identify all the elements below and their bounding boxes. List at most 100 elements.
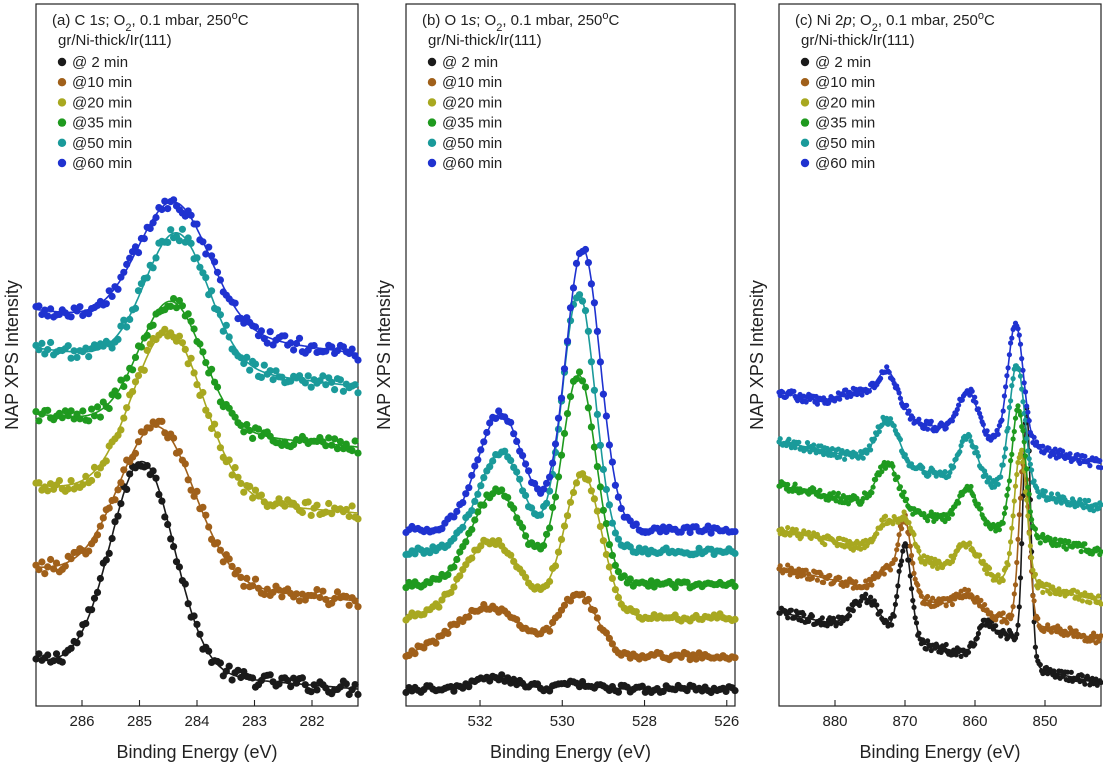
- data-point: [498, 671, 506, 679]
- data-point: [251, 486, 260, 494]
- data-point: [275, 680, 283, 688]
- data-point: [602, 629, 611, 637]
- legend-label: @20 min: [72, 94, 132, 111]
- data-point: [913, 620, 920, 626]
- data-point: [801, 612, 807, 618]
- data-point: [551, 440, 560, 448]
- data-point: [319, 372, 327, 380]
- data-point: [519, 452, 527, 460]
- data-point: [266, 367, 274, 375]
- data-point: [351, 681, 359, 689]
- data-point: [596, 522, 605, 531]
- data-point: [1065, 669, 1071, 675]
- data-point: [780, 389, 786, 395]
- data-point: [1024, 466, 1030, 472]
- data-point: [860, 455, 866, 461]
- data-point: [231, 464, 239, 472]
- series-3: [402, 470, 739, 625]
- data-point: [546, 473, 554, 481]
- data-point: [76, 415, 84, 423]
- data-point: [510, 557, 518, 566]
- data-point: [560, 522, 569, 530]
- data-point: [1040, 589, 1046, 596]
- data-point: [866, 388, 873, 394]
- legend-label: @ 2 min: [815, 54, 871, 71]
- data-point: [216, 659, 224, 667]
- data-point: [1005, 562, 1011, 568]
- panel-title-part: o: [602, 10, 608, 22]
- data-point: [859, 392, 865, 398]
- data-point: [884, 364, 890, 370]
- data-point: [251, 360, 260, 368]
- legend-marker: [427, 78, 437, 87]
- data-point: [450, 513, 458, 521]
- data-point: [916, 416, 922, 422]
- data-point: [792, 614, 798, 620]
- data-point: [1014, 559, 1020, 566]
- legend-label: @35 min: [442, 115, 502, 132]
- panel-title-part: , 0.1 mbar, 250: [502, 12, 602, 29]
- data-point: [785, 481, 791, 488]
- data-point: [55, 477, 64, 485]
- data-point: [67, 407, 75, 415]
- legend-marker: [800, 138, 810, 147]
- data-point: [1095, 593, 1102, 599]
- data-point: [983, 472, 989, 478]
- data-point: [307, 688, 315, 696]
- panel-title-part: C: [609, 12, 620, 29]
- data-point: [887, 416, 894, 422]
- data-point: [278, 593, 286, 601]
- data-point: [328, 510, 336, 518]
- data-point: [777, 563, 783, 569]
- data-point: [599, 390, 608, 398]
- panel-title-part: 2: [872, 22, 878, 34]
- data-point: [52, 650, 61, 658]
- series-6: [402, 245, 739, 537]
- data-point: [1012, 483, 1019, 489]
- data-point: [1024, 403, 1030, 409]
- data-point: [243, 353, 251, 361]
- data-point: [731, 654, 739, 662]
- data-point: [1004, 620, 1010, 626]
- data-point: [345, 512, 353, 521]
- data-point: [184, 476, 192, 484]
- data-point: [50, 657, 58, 665]
- legend-label: @35 min: [72, 115, 132, 132]
- data-point: [822, 541, 828, 548]
- data-point: [593, 614, 602, 622]
- data-point: [170, 434, 178, 442]
- data-point: [858, 598, 864, 604]
- series-4: [776, 403, 1103, 558]
- data-point: [519, 523, 527, 532]
- data-point: [982, 602, 988, 608]
- data-point: [908, 552, 915, 559]
- data-point: [35, 650, 43, 658]
- data-point: [683, 687, 691, 695]
- data-point: [331, 435, 339, 443]
- data-point: [897, 436, 904, 443]
- data-point: [205, 411, 213, 419]
- data-point: [164, 520, 172, 529]
- data-point: [41, 570, 49, 578]
- data-point: [90, 412, 99, 420]
- data-point: [504, 494, 512, 502]
- data-point: [977, 552, 983, 558]
- data-point: [35, 302, 43, 310]
- data-point: [175, 237, 183, 245]
- data-point: [918, 593, 925, 599]
- data-point: [982, 566, 988, 573]
- data-point: [105, 504, 113, 512]
- data-point: [281, 502, 289, 510]
- data-point: [1032, 571, 1038, 578]
- data-point: [868, 594, 874, 600]
- data-point: [298, 590, 306, 598]
- data-point: [152, 254, 160, 262]
- data-point: [912, 576, 918, 582]
- data-point: [904, 543, 910, 549]
- data-point: [181, 580, 189, 588]
- data-point: [731, 549, 739, 558]
- data-point: [1001, 454, 1008, 460]
- data-point: [1010, 376, 1016, 382]
- data-point: [161, 325, 169, 333]
- data-point: [1022, 389, 1029, 395]
